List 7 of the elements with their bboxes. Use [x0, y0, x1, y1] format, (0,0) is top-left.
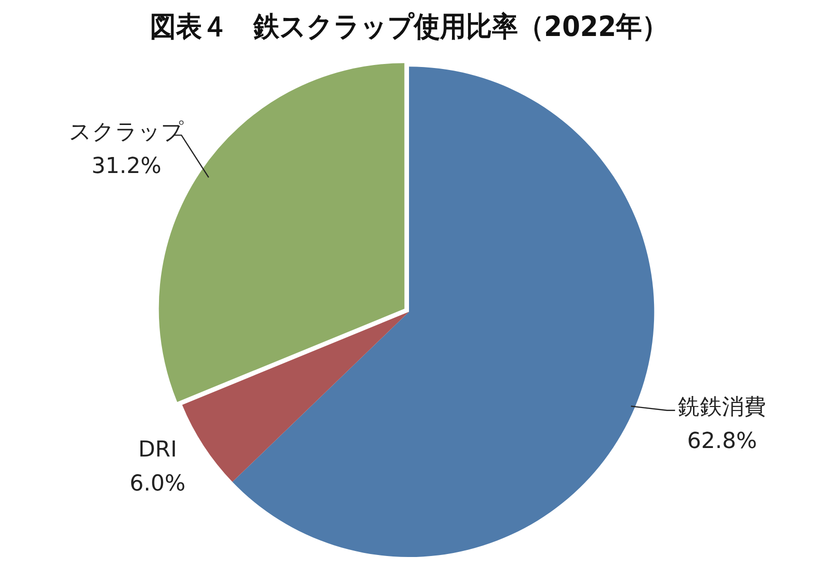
data-label: 31.2%: [91, 154, 162, 179]
data-label: 6.0%: [130, 471, 186, 496]
data-label: 62.8%: [687, 429, 758, 454]
chart-title: 図表４ 鉄スクラップ使用比率（2022年）: [150, 11, 668, 44]
slice-label: DRI: [138, 437, 177, 462]
slice-label: 銑鉄消費: [678, 395, 766, 420]
slice-label: スクラップ: [68, 120, 184, 145]
